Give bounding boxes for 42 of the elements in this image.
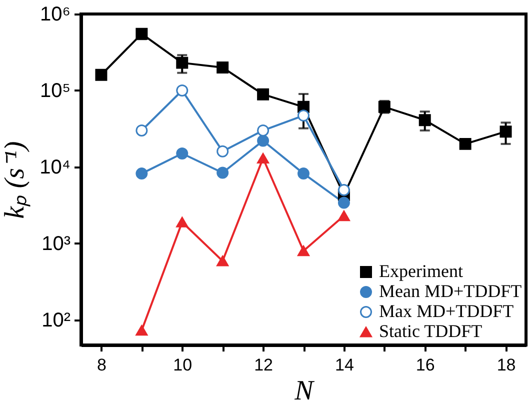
legend-label: Experiment [379, 261, 463, 281]
point [298, 246, 310, 256]
point [136, 168, 148, 180]
y-tick-label: 10³ [42, 232, 71, 255]
y-tick-label: 10⁴ [40, 156, 70, 178]
y-tick-label: 10⁵ [40, 80, 70, 102]
point [257, 152, 270, 164]
x-tick-label: 12 [254, 356, 274, 374]
point [338, 184, 350, 196]
point [338, 196, 350, 209]
point [257, 88, 270, 100]
x-tick-label: 8 [96, 356, 106, 374]
point [95, 68, 108, 81]
point [459, 138, 472, 150]
point [176, 56, 188, 69]
point [216, 256, 229, 266]
y-axis-title: kₚ (s⁻¹) [0, 141, 31, 219]
point [216, 166, 229, 179]
x-tick-label: 18 [496, 356, 516, 374]
x-tick-label: 14 [334, 356, 354, 374]
point [298, 168, 310, 180]
point [257, 124, 270, 136]
x-tick-label: 10 [173, 356, 192, 374]
y-tick-label: 10⁶ [40, 4, 70, 26]
x-tick-label: 16 [416, 356, 435, 374]
point [338, 210, 350, 222]
point [176, 216, 188, 228]
point [176, 148, 188, 160]
point [257, 134, 270, 147]
legend-label: Mean MD+TDDFT [379, 281, 522, 301]
point [176, 84, 188, 96]
point [500, 126, 512, 138]
point [136, 124, 148, 136]
point [418, 114, 431, 126]
point [136, 325, 148, 336]
legend-label: Max MD+TDDFT [379, 301, 514, 321]
legend-label: Static TDDFT [379, 321, 482, 341]
x-axis-title: N [294, 376, 315, 406]
point [216, 61, 229, 74]
point [216, 145, 229, 158]
y-tick-label: 10² [42, 309, 71, 332]
point [298, 110, 310, 122]
